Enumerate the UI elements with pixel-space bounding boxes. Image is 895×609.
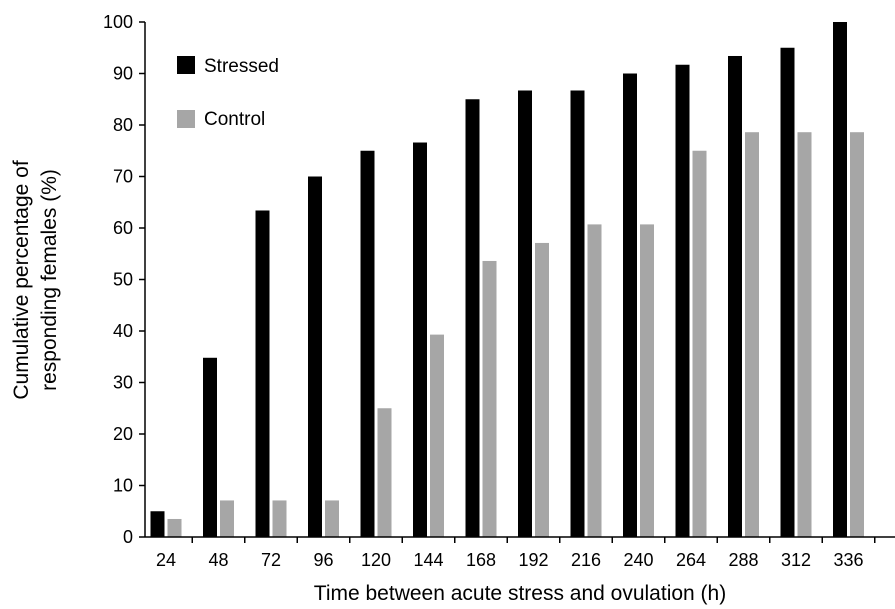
bar-stressed-72	[255, 210, 270, 538]
y-tick-label: 70	[113, 167, 133, 187]
bar-stressed-264	[675, 64, 690, 538]
bar-stressed-168	[465, 99, 480, 537]
x-tick-label: 192	[518, 550, 548, 570]
y-tick-label: 50	[113, 270, 133, 290]
x-tick-label: 336	[833, 550, 863, 570]
x-tick-label: 120	[361, 550, 391, 570]
x-tick-label: 168	[466, 550, 496, 570]
y-tick-label: 100	[103, 12, 133, 32]
bar-control-48	[220, 500, 234, 537]
bar-stressed-48	[203, 357, 217, 537]
bar-control-264	[692, 150, 707, 537]
x-tick-label: 48	[208, 550, 228, 570]
y-tick-label: 0	[123, 527, 133, 547]
x-axis: 24 48 72 96 120 144 168 192 216 240 264 288 312 336	[145, 536, 895, 570]
legend-swatch-control	[177, 110, 195, 128]
bar-stressed-24	[150, 511, 165, 537]
x-tick-label: 264	[676, 550, 706, 570]
x-tick-label: 312	[781, 550, 811, 570]
y-tick-label: 90	[113, 64, 133, 84]
y-axis-title-line1: Cumulative percentage of	[10, 160, 33, 399]
bar-control-144	[430, 334, 444, 537]
y-tick-label: 20	[113, 424, 133, 444]
bar-stressed-96	[308, 176, 322, 537]
bar-stressed-336	[833, 22, 847, 537]
y-axis-title-line2: responding females (%)	[38, 169, 61, 391]
x-tick-label: 72	[261, 550, 281, 570]
y-tick-label: 10	[113, 476, 133, 496]
bar-control-336	[850, 132, 864, 537]
bar-control-120	[377, 408, 392, 537]
x-tick-label: 144	[413, 550, 443, 570]
legend-label-stressed: Stressed	[204, 56, 279, 77]
legend: Stressed Control	[177, 56, 279, 130]
x-axis-title: Time between acute stress and ovulation …	[314, 582, 726, 605]
bar-control-288	[745, 132, 759, 537]
bar-stressed-312	[780, 47, 795, 537]
bar-control-24	[167, 518, 182, 537]
x-tick-label: 216	[571, 550, 601, 570]
x-tick-label: 240	[623, 550, 653, 570]
bar-control-72	[272, 500, 287, 537]
bars-group	[150, 22, 864, 538]
bar-control-96	[325, 500, 339, 537]
bar-stressed-240	[623, 73, 637, 537]
bar-control-312	[797, 132, 812, 537]
bar-control-168	[482, 260, 497, 537]
x-tick-label: 24	[156, 550, 176, 570]
x-tick-label: 288	[728, 550, 758, 570]
x-tick-label: 96	[313, 550, 333, 570]
bar-stressed-120	[360, 150, 375, 537]
y-tick-label: 80	[113, 115, 133, 135]
y-tick-label: 60	[113, 218, 133, 238]
bar-stressed-216	[570, 90, 585, 538]
bar-control-216	[587, 224, 602, 537]
bar-control-240	[640, 224, 654, 537]
legend-swatch-stressed	[177, 56, 195, 74]
bar-stressed-192	[518, 90, 532, 538]
y-tick-label: 30	[113, 373, 133, 393]
legend-label-control: Control	[204, 109, 265, 130]
bar-stressed-288	[728, 55, 742, 538]
bar-control-192	[535, 242, 549, 537]
bar-stressed-144	[413, 142, 427, 537]
y-axis: 0 10 20 30 40 50 60 70 80 90 100	[103, 12, 146, 547]
y-tick-label: 40	[113, 321, 133, 341]
